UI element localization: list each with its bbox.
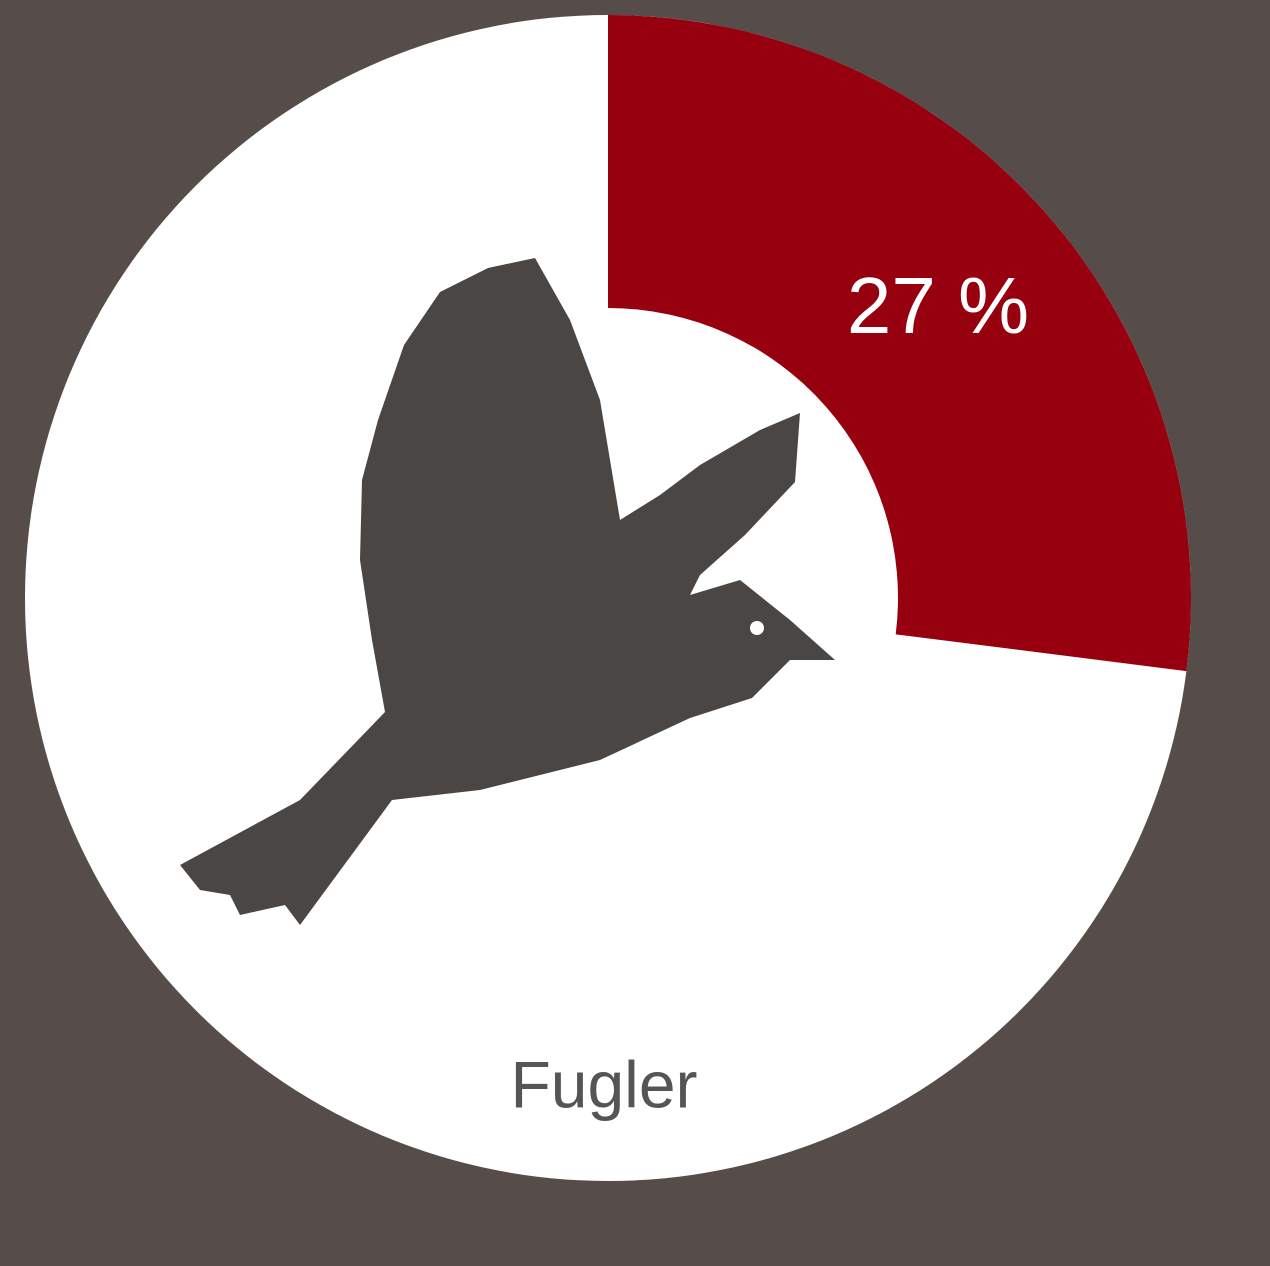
value-label: 27 % (847, 261, 1029, 350)
chart: 27 % Fugler (0, 0, 1270, 1266)
bird-eye (750, 621, 764, 635)
page: 27 % Fugler (() => { const data = JSON.p… (0, 0, 1270, 1266)
category-label: Fugler (510, 1047, 697, 1121)
